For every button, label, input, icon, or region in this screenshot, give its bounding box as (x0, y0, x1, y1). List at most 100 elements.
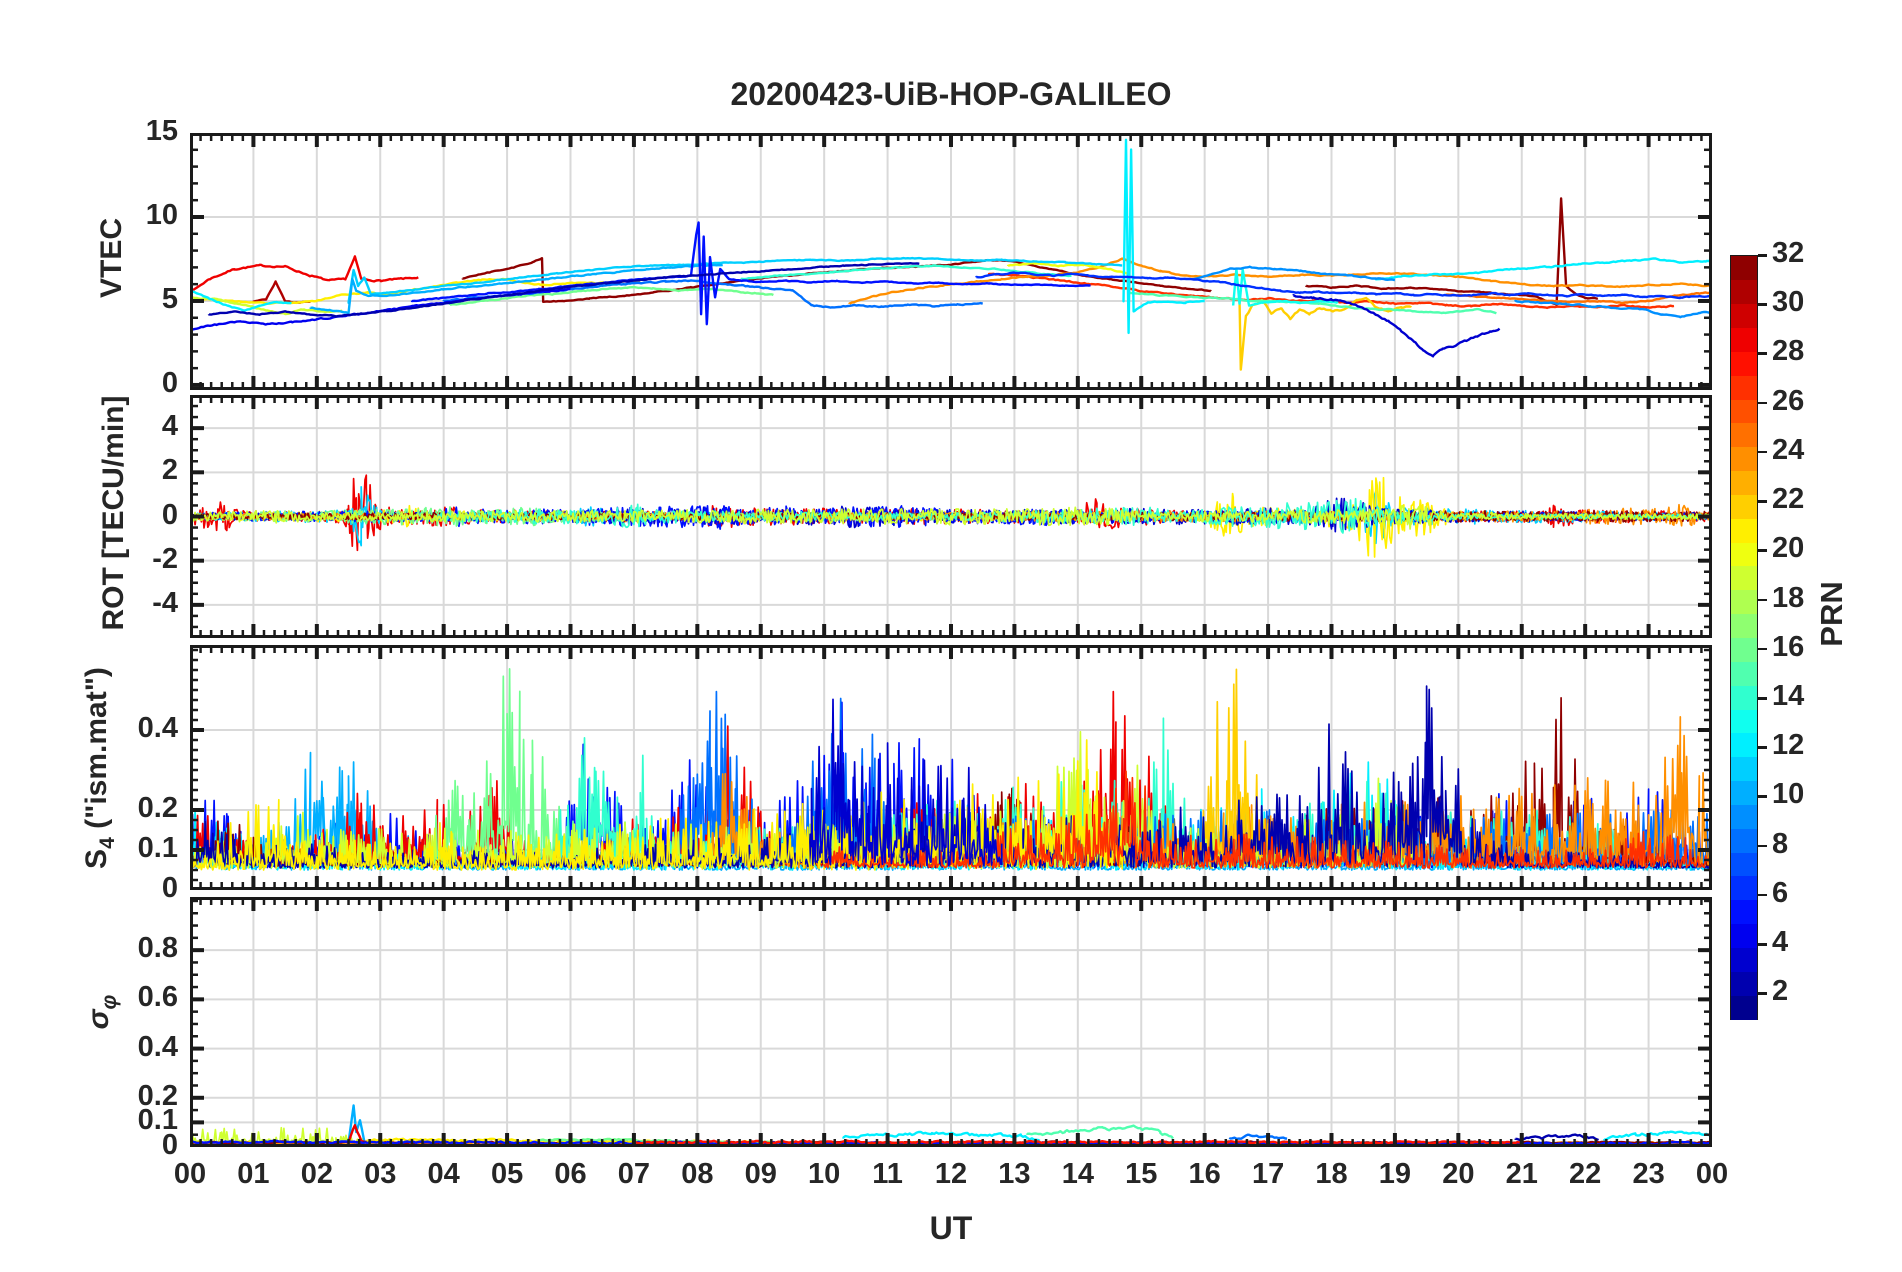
colorbar-segment-prn-14 (1731, 685, 1757, 710)
colorbar-segment-prn-25 (1731, 422, 1757, 448)
colorbar-segment-prn-10 (1731, 780, 1757, 805)
y-tick-label-sigmaphi: 0.4 (137, 1030, 178, 1063)
colorbar-segment-prn-20 (1731, 542, 1757, 567)
x-tick-label: 11 (872, 1158, 903, 1190)
colorbar-tick (1758, 647, 1767, 651)
x-tick-label: 20 (1442, 1158, 1475, 1190)
x-tick-label: 12 (934, 1158, 968, 1190)
y-tick-label-vtec: 15 (145, 115, 178, 147)
colorbar-segment-prn-11 (1731, 756, 1757, 782)
y-tick-label-rot: -2 (152, 542, 178, 575)
series-prn-5 (410, 221, 1091, 326)
colorbar-segment-prn-24 (1731, 446, 1757, 472)
colorbar-tick-label: 24 (1772, 433, 1805, 466)
series-prn-2 (207, 262, 920, 318)
colorbar-tick (1758, 401, 1767, 405)
x-tick-label: 19 (1378, 1158, 1412, 1190)
colorbar-tick (1758, 254, 1767, 257)
series-prn-19 (190, 504, 1712, 530)
series-prn-3 (1292, 294, 1501, 358)
plot-title: 20200423-UiB-HOP-GALILEO (730, 76, 1172, 112)
y-tick-label-sigmaphi: 0.6 (137, 981, 178, 1014)
series-prn-16 (448, 285, 774, 306)
rot-panel (190, 395, 1712, 638)
x-tick-label: 04 (427, 1158, 460, 1190)
x-tick-label: 06 (554, 1158, 587, 1190)
x-tick-label: 23 (1632, 1158, 1665, 1190)
colorbar-segment-prn-16 (1731, 637, 1757, 662)
x-tick-label: 05 (490, 1158, 524, 1190)
series-prn-13 (1232, 267, 1339, 307)
colorbar-tick-label: 28 (1772, 335, 1805, 368)
colorbar-tick (1758, 943, 1767, 946)
colorbar-segment-prn-2 (1731, 971, 1757, 996)
y-tick-label-vtec: 0 (161, 366, 178, 399)
colorbar-tick-label: 16 (1772, 630, 1805, 663)
colorbar-tick-label: 12 (1772, 729, 1805, 762)
colorbar-segment-prn-6 (1731, 875, 1757, 901)
colorbar-tick-label: 6 (1772, 876, 1789, 909)
colorbar-tick (1758, 598, 1767, 602)
series-prn-12 (190, 289, 292, 312)
y-tick-label-sigmaphi: 0.1 (137, 1104, 178, 1137)
series-prn-27 (823, 770, 1712, 869)
colorbar-segment-prn-19 (1731, 565, 1757, 591)
colorbar-segment-prn-8 (1731, 828, 1757, 853)
sigmaphi-panel (190, 897, 1712, 1147)
y-tick-label-rot: -4 (152, 586, 178, 619)
x-tick-label: 16 (1188, 1158, 1221, 1190)
y-tick-label-sigmaphi: 0.2 (137, 1079, 178, 1112)
colorbar-segment-prn-23 (1731, 470, 1757, 495)
x-tick-label: 00 (1695, 1158, 1729, 1190)
colorbar-segment-prn-5 (1731, 899, 1757, 925)
x-tick-label: 10 (808, 1158, 841, 1190)
series-prn-12 (842, 1130, 1041, 1142)
x-tick-label: 03 (364, 1158, 397, 1190)
colorbar-segment-prn-12 (1731, 732, 1757, 758)
x-tick-label: 17 (1251, 1158, 1285, 1190)
colorbar-tick (1758, 697, 1767, 700)
colorbar-tick (1758, 844, 1767, 848)
x-axis-label: UT (929, 1210, 973, 1246)
y-tick-label-rot: 2 (161, 454, 178, 487)
vtec-panel (190, 133, 1712, 390)
colorbar-segment-prn-26 (1731, 399, 1757, 424)
x-tick-label: 00 (173, 1158, 207, 1190)
colorbar-tick-label: 14 (1772, 680, 1805, 713)
colorbar-segment-prn-27 (1731, 375, 1757, 400)
colorbar-tick (1758, 303, 1767, 306)
colorbar-tick-label: 26 (1772, 384, 1805, 417)
s4-panel (190, 645, 1712, 890)
series-prn-29 (190, 255, 419, 295)
y-tick-label-sigmaphi: 0 (161, 1129, 178, 1161)
colorbar-tick-label: 18 (1772, 581, 1805, 614)
colorbar-segment-prn-18 (1731, 589, 1757, 615)
colorbar-segment-prn-30 (1731, 303, 1757, 329)
colorbar-segment-prn-7 (1731, 852, 1757, 877)
series-prn-15 (1025, 1124, 1174, 1140)
x-tick-label: 08 (681, 1158, 714, 1190)
colorbar-segment-prn-15 (1731, 661, 1757, 686)
colorbar-tick-label: 32 (1772, 237, 1805, 269)
x-tick-label: 21 (1505, 1158, 1538, 1190)
x-tick-label: 22 (1569, 1158, 1602, 1190)
colorbar-segment-prn-21 (1731, 518, 1757, 543)
colorbar-segment-prn-9 (1731, 804, 1757, 829)
series-prn-21 (190, 739, 1124, 871)
y-tick-label-s4: 0.4 (137, 712, 178, 744)
colorbar-tick-label: 8 (1772, 827, 1789, 860)
colorbar-tick (1758, 450, 1767, 454)
series-prn-12 (1122, 138, 1205, 335)
colorbar-segment-prn-17 (1731, 613, 1757, 638)
series-prn-15 (1127, 291, 1497, 315)
colorbar-segment-prn-4 (1731, 923, 1757, 948)
x-tick-label: 01 (237, 1158, 270, 1190)
x-tick-label: 13 (998, 1158, 1031, 1190)
series-prn-9 (1514, 299, 1712, 319)
colorbar-tick-label: 10 (1772, 778, 1805, 811)
series-prn-10 (309, 263, 723, 315)
y-tick-label-vtec: 10 (145, 198, 178, 231)
y-tick-label-rot: 0 (161, 498, 178, 531)
y-tick-label-s4: 0.2 (137, 792, 178, 824)
